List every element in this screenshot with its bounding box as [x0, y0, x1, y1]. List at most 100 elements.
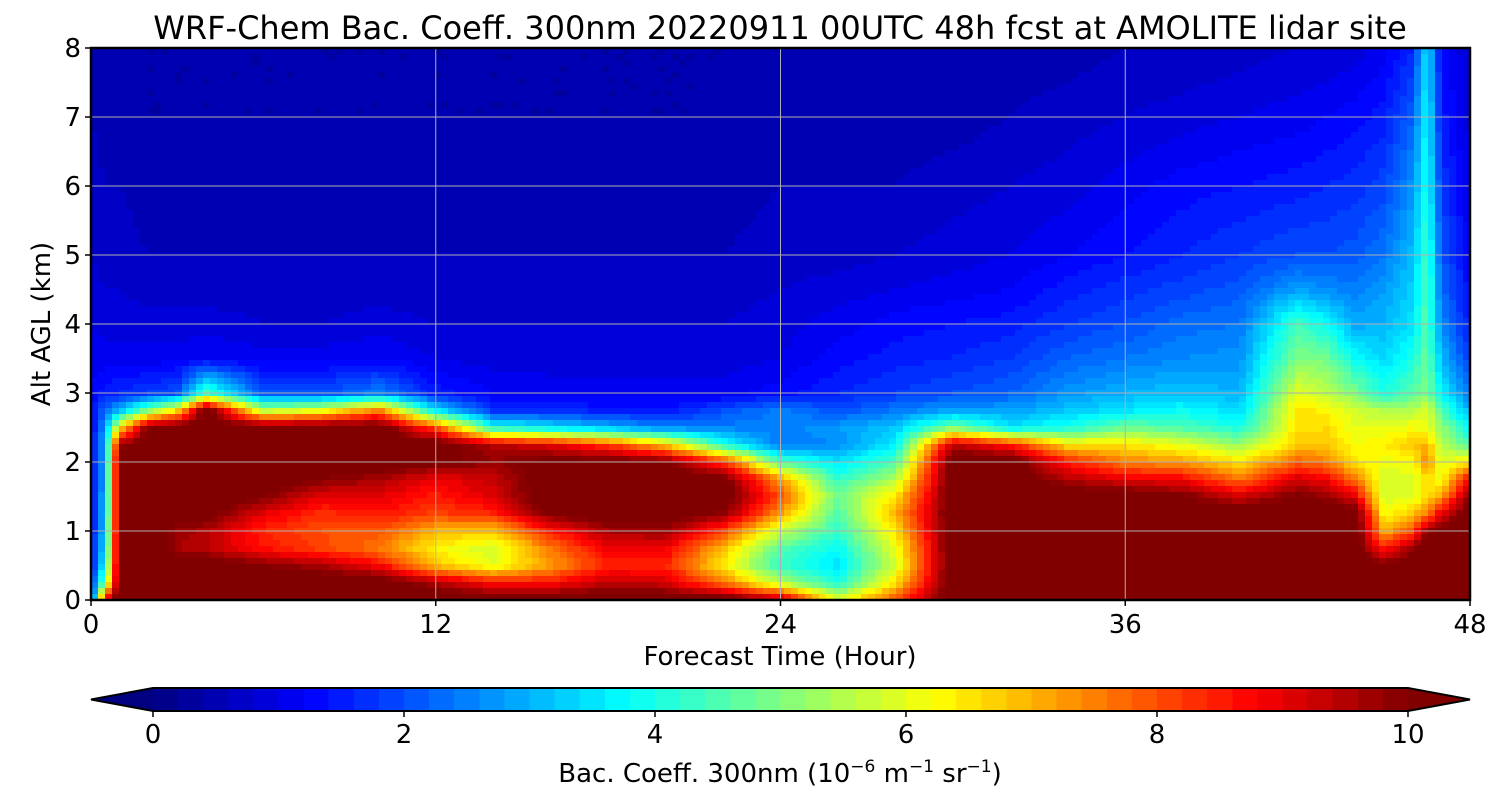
- contour-cell: [1113, 84, 1121, 91]
- contour-cell: [308, 126, 316, 133]
- contour-cell: [182, 168, 190, 175]
- contour-cell: [1043, 150, 1051, 157]
- contour-cell: [1386, 84, 1394, 91]
- contour-cell: [133, 174, 141, 181]
- contour-cell: [1260, 180, 1268, 187]
- contour-cell: [420, 126, 428, 133]
- contour-cell: [917, 72, 925, 79]
- contour-cell: [882, 192, 890, 199]
- contour-cell: [861, 120, 869, 127]
- contour-cell: [301, 78, 309, 85]
- contour-cell: [525, 108, 533, 115]
- contour-cell: [1029, 180, 1037, 187]
- contour-cell: [721, 144, 729, 151]
- contour-cell: [1036, 90, 1044, 97]
- contour-cell: [595, 90, 603, 97]
- contour-cell: [1169, 174, 1177, 181]
- contour-cell: [896, 84, 904, 91]
- contour-cell: [245, 162, 253, 169]
- contour-cell: [546, 138, 554, 145]
- contour-cell: [987, 150, 995, 157]
- contour-cell: [364, 48, 372, 55]
- contour-cell: [672, 48, 680, 55]
- contour-cell: [672, 84, 680, 91]
- contour-cell: [812, 96, 820, 103]
- contour-cell: [1393, 192, 1401, 199]
- contour-cell: [294, 96, 302, 103]
- contour-cell: [182, 102, 190, 109]
- contour-cell: [1050, 126, 1058, 133]
- contour-cell: [868, 96, 876, 103]
- contour-cell: [1232, 54, 1240, 61]
- contour-cell: [1148, 138, 1156, 145]
- contour-cell: [679, 60, 687, 67]
- contour-cell: [1127, 102, 1135, 109]
- contour-cell: [252, 138, 260, 145]
- contour-cell: [602, 192, 610, 199]
- contour-cell: [1197, 108, 1205, 115]
- contour-cell: [1260, 162, 1268, 169]
- contour-cell: [189, 54, 197, 61]
- contour-cell: [140, 54, 148, 61]
- contour-cell: [1134, 72, 1142, 79]
- contour-cell: [1393, 102, 1401, 109]
- contour-cell: [1071, 138, 1079, 145]
- contour-cell: [1463, 48, 1470, 55]
- contour-cell: [1407, 126, 1415, 133]
- contour-cell: [329, 108, 337, 115]
- contour-cell: [602, 108, 610, 115]
- contour-cell: [1351, 126, 1359, 133]
- contour-cell: [1414, 96, 1422, 103]
- contour-cell: [1141, 138, 1149, 145]
- contour-cell: [1400, 102, 1408, 109]
- contour-cell: [1099, 180, 1107, 187]
- contour-cell: [1302, 126, 1310, 133]
- contour-cell: [231, 144, 239, 151]
- contour-cell: [728, 132, 736, 139]
- contour-cell: [749, 72, 757, 79]
- contour-cell: [504, 198, 512, 205]
- contour-cell: [245, 186, 253, 193]
- contour-cell: [294, 144, 302, 151]
- contour-cell: [812, 102, 820, 109]
- contour-cell: [378, 66, 386, 73]
- contour-cell: [357, 78, 365, 85]
- contour-cell: [966, 54, 974, 61]
- contour-cell: [147, 48, 155, 55]
- contour-cell: [938, 120, 946, 127]
- contour-cell: [98, 150, 106, 157]
- contour-cell: [798, 66, 806, 73]
- contour-cell: [833, 162, 841, 169]
- contour-cell: [1253, 126, 1261, 133]
- contour-cell: [1323, 84, 1331, 91]
- contour-cell: [392, 102, 400, 109]
- contour-cell: [1008, 174, 1016, 181]
- contour-cell: [1456, 108, 1464, 115]
- contour-cell: [609, 174, 617, 181]
- contour-cell: [1344, 72, 1352, 79]
- contour-cell: [427, 54, 435, 61]
- contour-cell: [119, 132, 127, 139]
- contour-cell: [1323, 162, 1331, 169]
- contour-cell: [868, 126, 876, 133]
- contour-cell: [567, 126, 575, 133]
- contour-cell: [168, 186, 176, 193]
- contour-cell: [147, 90, 155, 97]
- contour-cell: [1295, 162, 1303, 169]
- contour-cell: [266, 180, 274, 187]
- contour-cell: [826, 54, 834, 61]
- contour-cell: [518, 84, 526, 91]
- contour-cell: [665, 132, 673, 139]
- contour-cell: [329, 198, 337, 205]
- contour-cell: [350, 66, 358, 73]
- contour-cell: [161, 60, 169, 67]
- contour-cell: [1225, 138, 1233, 145]
- contour-cell: [833, 72, 841, 79]
- contour-cell: [1057, 162, 1065, 169]
- contour-cell: [196, 102, 204, 109]
- contour-cell: [1204, 138, 1212, 145]
- contour-cell: [1239, 132, 1247, 139]
- contour-cell: [371, 66, 379, 73]
- contour-cell: [1183, 144, 1191, 151]
- contour-cell: [1050, 108, 1058, 115]
